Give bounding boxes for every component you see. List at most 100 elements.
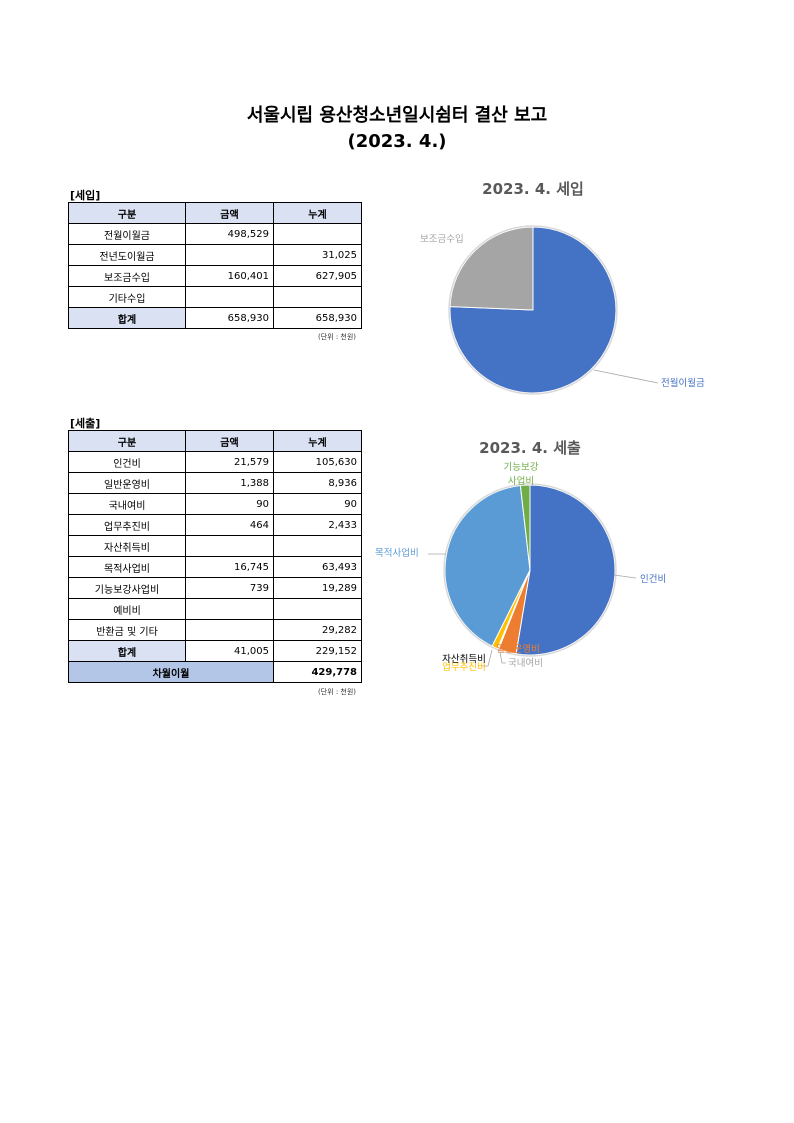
- slice-label: 보조금수입: [420, 233, 464, 245]
- row-cumulative: 8,936: [273, 472, 362, 494]
- expense-unit-note: (단위 : 천원): [318, 688, 357, 696]
- row-item: 업무추진비: [68, 514, 186, 536]
- pie-slice-보조금수입: [449, 226, 534, 311]
- leader-line: [593, 369, 659, 384]
- pie-outline: [448, 225, 618, 395]
- row-amount: 498,529: [185, 223, 274, 245]
- row-cumulative: 19,289: [273, 577, 362, 599]
- total-cumulative: 658,930: [273, 307, 362, 329]
- page-title: 서울시립 용산청소년일시쉼터 결산 보고: [246, 105, 548, 126]
- slice-label: 자산취득비: [442, 654, 486, 665]
- row-amount: [185, 619, 274, 641]
- row-cumulative: 29,282: [273, 619, 362, 641]
- row-cumulative: [273, 535, 362, 557]
- slice-label: 전월이월금: [661, 377, 705, 389]
- row-cumulative: 63,493: [273, 556, 362, 578]
- carryover-row: 차월이월 429,778: [68, 661, 362, 683]
- row-amount: [185, 535, 274, 557]
- total-amount: 41,005: [185, 640, 274, 662]
- table-row: 보조금수입 160,401 627,905: [68, 265, 362, 287]
- expense-section-label: [세출]: [70, 417, 101, 430]
- row-amount: 16,745: [185, 556, 274, 578]
- income-section-label: [세입]: [70, 189, 101, 202]
- row-item: 기타수입: [68, 286, 186, 308]
- income-unit-note: (단위 : 천원): [318, 333, 357, 341]
- row-amount: 1,388: [185, 472, 274, 494]
- table-row: 자산취득비: [68, 535, 362, 557]
- chart-title: 2023. 4. 세입: [482, 180, 584, 198]
- table-row: 기능보강사업비 739 19,289: [68, 577, 362, 599]
- carryover-label: 차월이월: [68, 661, 274, 683]
- pie-slice-목적사업비: [444, 484, 531, 647]
- total-label: 합계: [68, 307, 186, 329]
- leader-line: [482, 649, 493, 667]
- row-item: 국내여비: [68, 493, 186, 515]
- table-row: 인건비 21,579 105,630: [68, 451, 362, 473]
- total-label: 합계: [68, 640, 186, 662]
- row-cumulative: [273, 223, 362, 245]
- row-item: 반환금 및 기타: [68, 619, 186, 641]
- row-item: 인건비: [68, 451, 186, 473]
- row-cumulative: 90: [273, 493, 362, 515]
- row-cumulative: [273, 286, 362, 308]
- table-row: 반환금 및 기타 29,282: [68, 619, 362, 641]
- row-amount: 21,579: [185, 451, 274, 473]
- pie-slice-인건비: [515, 484, 616, 656]
- row-item: 전년도이월금: [68, 244, 186, 266]
- row-cumulative: 627,905: [273, 265, 362, 287]
- header-amount: 금액: [185, 202, 274, 224]
- slice-label: 업무추진비: [442, 661, 486, 673]
- total-cumulative: 229,152: [273, 640, 362, 662]
- row-cumulative: 105,630: [273, 451, 362, 473]
- row-amount: 464: [185, 514, 274, 536]
- row-amount: 739: [185, 577, 274, 599]
- page-subtitle: (2023. 4.): [347, 131, 447, 152]
- slice-label: 인건비: [640, 574, 666, 585]
- table-row: 국내여비 90 90: [68, 493, 362, 515]
- header-cumulative: 누계: [273, 202, 362, 224]
- row-amount: 160,401: [185, 265, 274, 287]
- income-total-row: 합계 658,930 658,930: [68, 307, 362, 329]
- header-amount: 금액: [185, 430, 274, 452]
- slice-label: 기능보강 사업비: [504, 462, 539, 487]
- table-row: 일반운영비 1,388 8,936: [68, 472, 362, 494]
- table-row: 전월이월금 498,529: [68, 223, 362, 245]
- expense-header-row: 구분 금액 누계: [68, 430, 362, 452]
- table-row: 예비비: [68, 598, 362, 620]
- slice-label: 국내여비: [508, 657, 543, 669]
- row-amount: [185, 286, 274, 308]
- header-category: 구분: [68, 430, 186, 452]
- chart-title: 2023. 4. 세출: [479, 439, 581, 457]
- table-row: 기타수입: [68, 286, 362, 308]
- row-amount: [185, 598, 274, 620]
- row-item: 전월이월금: [68, 223, 186, 245]
- row-cumulative: 2,433: [273, 514, 362, 536]
- leader-line: [613, 574, 637, 579]
- row-amount: [185, 244, 274, 266]
- income-header-row: 구분 금액 누계: [68, 202, 362, 224]
- row-item: 보조금수입: [68, 265, 186, 287]
- slice-label: 일반운영비: [496, 644, 540, 655]
- leader-line: [499, 651, 506, 664]
- row-item: 기능보강사업비: [68, 577, 186, 599]
- table-row: 전년도이월금 31,025: [68, 244, 362, 266]
- slice-label: 목적사업비: [375, 547, 419, 559]
- row-item: 목적사업비: [68, 556, 186, 578]
- row-cumulative: 31,025: [273, 244, 362, 266]
- header-category: 구분: [68, 202, 186, 224]
- row-cumulative: [273, 598, 362, 620]
- table-row: 업무추진비 464 2,433: [68, 514, 362, 536]
- row-item: 자산취득비: [68, 535, 186, 557]
- income-table: 구분 금액 누계 전월이월금 498,529 전년도이월금 31,025 보조금…: [68, 202, 362, 329]
- pie-outline: [443, 483, 617, 657]
- total-amount: 658,930: [185, 307, 274, 329]
- carryover-value: 429,778: [273, 661, 362, 683]
- expense-table: 구분 금액 누계 인건비 21,579 105,630 일반운영비 1,388 …: [68, 430, 362, 683]
- pie-slice-기능보강사업비: [519, 484, 531, 571]
- table-row: 목적사업비 16,745 63,493: [68, 556, 362, 578]
- row-amount: 90: [185, 493, 274, 515]
- expense-total-row: 합계 41,005 229,152: [68, 640, 362, 662]
- header-cumulative: 누계: [273, 430, 362, 452]
